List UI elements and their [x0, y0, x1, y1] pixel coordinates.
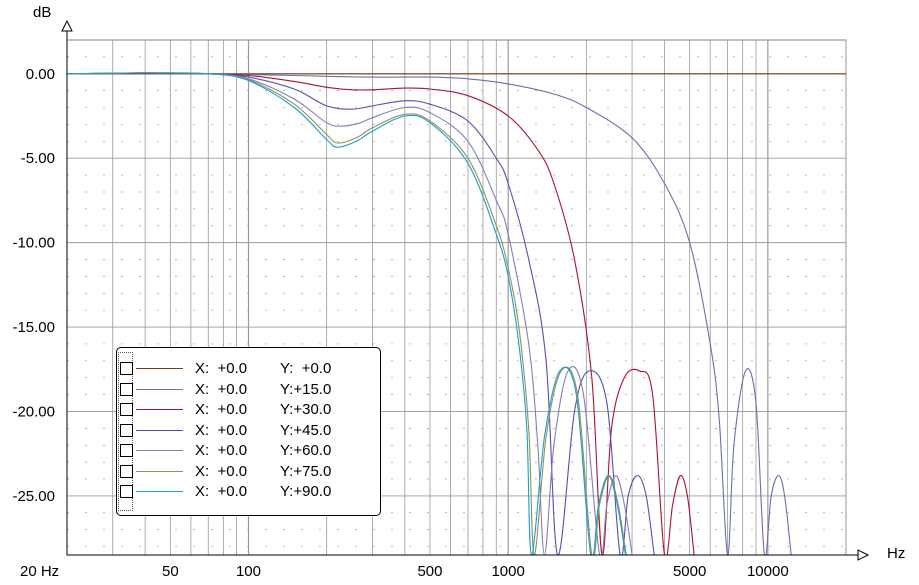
x-tick-label: 1000 [491, 563, 524, 580]
legend-x-label: X: +0.0 [195, 380, 248, 398]
legend-swatch [136, 450, 183, 451]
x-tick-label: 10000 [747, 563, 789, 580]
x-tick-labels: 20 Hz 50 100 500 1000 5000 10000 [20, 563, 789, 580]
legend-y-label: Y:+90.0 [280, 483, 332, 500]
y-axis-arrow-icon [61, 19, 73, 32]
legend-swatch [136, 409, 183, 410]
legend: X: +0.0 Y: +0.0 X: +0.0 Y:+15.0 X: +0.0 Y:+30… [116, 347, 381, 516]
y-tick-label: 0.00 [26, 66, 55, 83]
y-tick-label: -25.00 [12, 488, 55, 505]
x-tick-label: 20 Hz [20, 563, 59, 580]
legend-y-label: Y:+60.0 [280, 442, 332, 459]
y-tick-label: -15.00 [12, 319, 55, 336]
legend-checkbox[interactable] [120, 485, 133, 498]
legend-row[interactable]: X: +0.0 Y:+15.0 [117, 380, 377, 400]
series-layer [67, 72, 846, 555]
legend-x-label: X: +0.0 [195, 462, 248, 480]
x-axis-title: Hz [887, 545, 905, 562]
legend-swatch [136, 491, 183, 492]
legend-swatch [136, 388, 183, 390]
legend-x-label: X: +0.0 [195, 483, 248, 500]
legend-row[interactable]: X: +0.0 Y: +0.0 [117, 359, 377, 379]
legend-checkbox[interactable] [120, 362, 133, 375]
legend-row[interactable]: X: +0.0 Y:+90.0 [117, 482, 377, 502]
legend-x-label: X: +0.0 [195, 360, 248, 377]
legend-x-label: X: +0.0 [195, 442, 248, 459]
minor-grid [67, 56, 846, 547]
legend-y-label: Y:+15.0 [280, 380, 332, 398]
legend-y-label: Y:+75.0 [280, 462, 332, 480]
legend-row[interactable]: X: +0.0 Y:+60.0 [117, 441, 377, 461]
legend-row[interactable]: X: +0.0 Y:+45.0 [117, 421, 377, 441]
legend-swatch [136, 470, 183, 472]
legend-checkbox[interactable] [120, 464, 133, 478]
x-axis-arrow-icon [857, 549, 870, 561]
legend-x-label: X: +0.0 [195, 401, 248, 418]
series-line-1 [67, 72, 792, 555]
legend-row[interactable]: X: +0.0 Y:+30.0 [117, 400, 377, 420]
series-line-4 [67, 72, 633, 555]
legend-checkbox[interactable] [120, 403, 133, 416]
legend-x-label: X: +0.0 [195, 421, 248, 439]
series-line-5 [67, 72, 627, 555]
axes: dB Hz [33, 4, 905, 562]
legend-checkbox[interactable] [120, 444, 133, 457]
legend-y-label: Y:+45.0 [280, 421, 332, 439]
legend-row[interactable]: X: +0.0 Y:+75.0 [117, 462, 377, 482]
y-tick-label: -10.00 [12, 235, 55, 252]
series-line-6 [67, 72, 627, 555]
y-tick-label: -5.00 [21, 150, 55, 167]
y-tick-labels: 0.00 -5.00 -10.00 -15.00 -20.00 -25.00 [12, 66, 55, 505]
legend-checkbox[interactable] [120, 423, 133, 437]
series-line-2 [67, 72, 695, 555]
x-tick-label: 500 [417, 563, 442, 580]
y-tick-label: -20.00 [12, 403, 55, 420]
legend-swatch [136, 429, 183, 431]
x-tick-label: 50 [162, 563, 179, 580]
legend-y-label: Y: +0.0 [280, 360, 332, 377]
x-tick-label: 5000 [673, 563, 706, 580]
y-axis-title: dB [33, 4, 51, 21]
legend-swatch [136, 368, 183, 369]
legend-checkbox[interactable] [120, 382, 133, 396]
legend-y-label: Y:+30.0 [280, 401, 332, 418]
x-tick-label: 100 [236, 563, 261, 580]
